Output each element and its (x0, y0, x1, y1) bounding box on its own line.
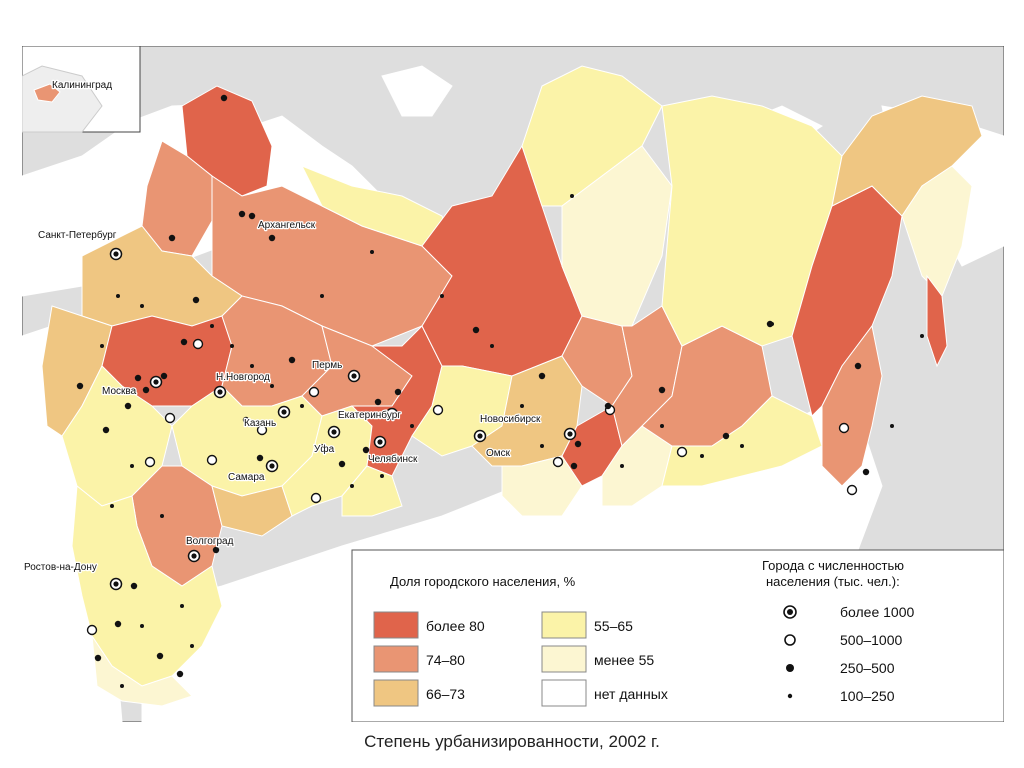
label-kaliningrad: Калининград (52, 80, 112, 91)
legend-label-66-73: 66–73 (426, 686, 465, 702)
inset-coast (22, 65, 103, 133)
city-symbol-over-1000-legend (783, 605, 797, 619)
map-caption: Степень урбанизированности, 2002 г. (364, 732, 660, 751)
label-rostov: Ростов-на-Дону (24, 562, 97, 573)
legend-label-500-1000: 500–1000 (840, 632, 903, 648)
city-labels: Калининград Архангельск Санкт-Петербург … (23, 79, 543, 575)
city-marker-perm (347, 369, 361, 383)
city-marker-samara (265, 459, 279, 473)
legend-label-under-55: менее 55 (594, 652, 654, 668)
label-perm: Пермь (312, 360, 342, 371)
legend-label-over-1000: более 1000 (840, 604, 914, 620)
legend-swatch-74-80 (373, 645, 419, 673)
city-marker-ufa (327, 425, 341, 439)
label-spb: Санкт-Петербург (38, 229, 117, 241)
legend-share-title: Доля городского населения, % (390, 574, 576, 589)
region-orenburg (341, 465, 403, 517)
city-marker-yekaterinburg (385, 407, 399, 421)
label-chelyabinsk: Челябинск (368, 453, 418, 465)
legend-cities-title-line2: населения (тыс. чел.): (766, 574, 900, 589)
label-volgograd: Волгоград (186, 536, 234, 547)
legend-swatch-over-80 (373, 611, 419, 639)
city-marker-kazan (277, 405, 291, 419)
city-marker-rostov (109, 577, 123, 591)
label-moscow: Москва (102, 386, 137, 397)
region-caucasus (91, 635, 193, 707)
legend-label-100-250: 100–250 (840, 688, 895, 704)
legend-swatch-66-73 (373, 679, 419, 707)
russia-regions (33, 65, 983, 707)
region-kamchatka (901, 165, 973, 297)
legend-swatch-no-data (541, 679, 587, 707)
city-marker-chelyabinsk (373, 435, 387, 449)
label-novosibirsk: Новосибирск (480, 413, 541, 425)
legend-cities-title-line1: Города с численностью (762, 558, 904, 573)
label-ufa: Уфа (314, 443, 335, 455)
map-frame: Доля городского населения, % более 80 74… (22, 46, 1004, 722)
legend-label-55-65: 55–65 (594, 618, 633, 634)
city-marker-omsk (473, 429, 487, 443)
city-marker-moscow (149, 375, 163, 389)
label-samara: Самара (228, 472, 265, 483)
region-primorye (821, 324, 883, 487)
label-yekaterinburg: Екатеринбург (338, 409, 401, 421)
city-marker-spb (109, 247, 123, 261)
label-arkhangelsk: Архангельск (258, 220, 316, 231)
legend-swatch-55-65 (541, 611, 587, 639)
city-marker-volgograd (187, 549, 201, 563)
city-marker-nnovgorod (213, 385, 227, 399)
label-kazan: Казань (244, 418, 276, 429)
city-markers (76, 94, 924, 688)
legend-label-250-500: 250–500 (840, 660, 895, 676)
region-altai (501, 455, 583, 517)
legend-box (351, 549, 1004, 722)
legend-label-over-80: более 80 (426, 618, 485, 634)
city-symbol-500-1000-legend (784, 634, 796, 646)
legend-label-no-data: нет данных (594, 686, 668, 702)
label-omsk: Омск (486, 448, 511, 459)
label-nnovgorod: Н.Новгород (216, 372, 270, 383)
region-sakhalin (926, 274, 948, 368)
legend-label-74-80: 74–80 (426, 652, 465, 668)
city-marker-novosibirsk (563, 427, 577, 441)
region-south (71, 485, 223, 687)
legend-swatch-under-55 (541, 645, 587, 673)
city-symbol-250-500-legend (786, 664, 794, 672)
urbanization-map: Доля городского населения, % более 80 74… (22, 46, 1004, 722)
city-symbol-100-250-legend (787, 693, 793, 699)
